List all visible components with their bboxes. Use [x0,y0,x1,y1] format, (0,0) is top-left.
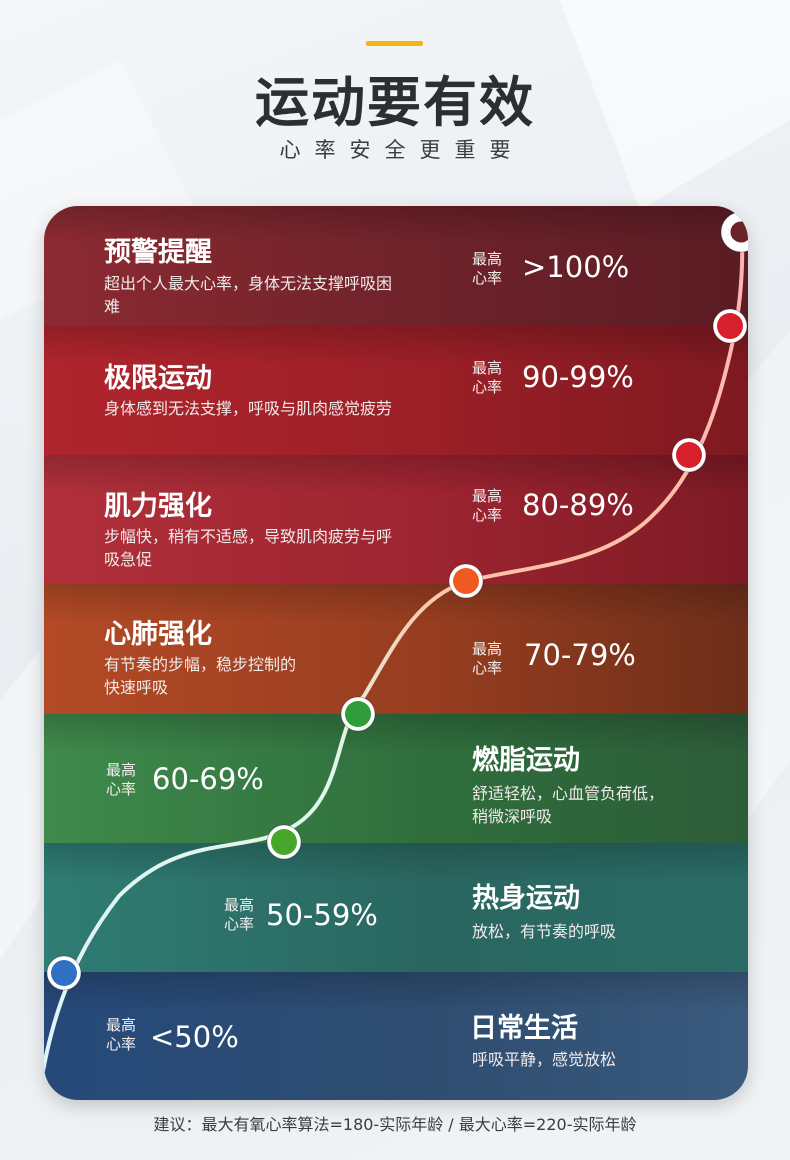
page-title: 运动要有效 [255,71,535,134]
zone-description: 有节奏的步幅，稳步控制的快速呼吸 [104,655,297,697]
zone-title: 日常生活 [470,1013,578,1044]
curve-line [44,231,745,1077]
zone-title: 预警提醒 [104,237,212,268]
zone-max-hr-label: 最高 心率 [472,250,503,287]
zone-marker-dot [712,308,748,344]
zone-marker-dot [340,696,376,732]
zone-hr-range: 70-79% [524,638,636,672]
zone-description: 步幅快，稍有不适感，导致肌肉疲劳与呼吸急促 [104,527,393,569]
zone-max-hr-label: 最高 心率 [106,1016,137,1053]
zone-max-hr-label: 最高 心率 [224,896,255,933]
zone-hr-range: 90-99% [522,360,634,394]
zone-band-strength [44,455,748,584]
title-accent-bar [366,41,423,46]
zone-marker-dot [266,824,302,860]
zone-hr-range: 80-89% [522,488,634,522]
zone-max-hr-label: 最高 心率 [106,761,137,798]
zone-description: 身体感到无法支撑，呼吸与肌肉感觉疲劳 [104,399,393,418]
zone-band-cardio [44,584,748,714]
zone-hr-range: >100% [522,250,630,284]
zone-max-hr-label: 最高 心率 [472,359,503,396]
zone-marker-dot [46,955,82,991]
zone-description: 超出个人最大心率，身体无法支撑呼吸困难 [104,274,393,316]
zone-description: 舒适轻松，心血管负荷低，稍微深呼吸 [472,784,665,826]
zone-band-extreme [44,326,748,455]
zone-marker-dot [448,563,484,599]
page-subtitle: 心率安全更重要 [279,138,525,162]
zone-hr-range: 60-69% [152,762,264,796]
zone-max-hr-label: 最高 心率 [472,640,503,677]
heart-rate-zone-card: 预警提醒 超出个人最大心率，身体无法支撑呼吸困难 最高 心率 >100% 极限运… [44,206,748,1100]
zone-hr-range: 50-59% [266,898,378,932]
zone-marker-dot [671,437,707,473]
zone-title: 极限运动 [104,363,212,394]
zone-title: 肌力强化 [104,491,212,522]
zone-description: 呼吸平静，感觉放松 [472,1050,617,1069]
zone-title: 心肺强化 [104,619,212,650]
zone-band-daily [44,972,748,1100]
heart-rate-curve [44,211,748,1077]
footnote: 建议：最大有氧心率算法=180-实际年龄 / 最大心率=220-实际年龄 [153,1115,637,1134]
zone-title: 燃脂运动 [472,745,580,776]
zone-band-fat-burn [44,714,748,843]
zone-title: 热身运动 [472,883,580,914]
zone-max-hr-label: 最高 心率 [472,487,503,524]
zone-marker-ring [720,211,748,253]
zone-hr-range: <50% [150,1020,239,1054]
zone-band-warning [44,206,748,326]
zone-description: 放松，有节奏的呼吸 [472,922,617,941]
